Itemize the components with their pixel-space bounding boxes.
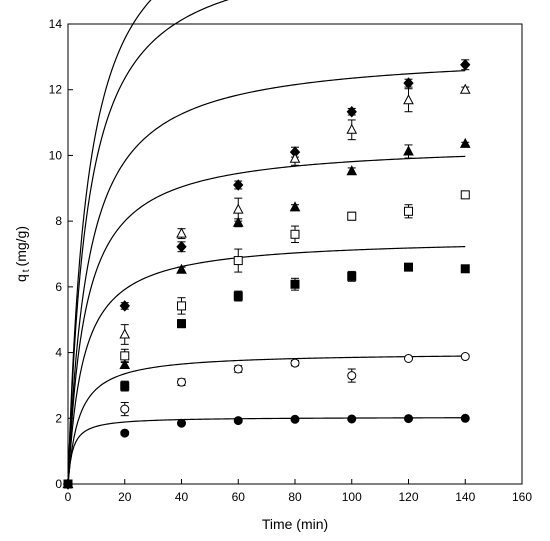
fit-curve-3 [67,70,466,485]
data-point-square-filled [404,262,413,272]
y-tick-label: 6 [55,280,62,294]
data-point-square-open [290,229,300,239]
data-point-square-open [233,256,243,266]
data-point-square-open [404,206,413,216]
data-point-triangle-open [459,83,471,94]
data-point-triangle-open [289,152,301,163]
fit-curves [67,0,466,485]
data-point-circle-open [404,353,413,363]
data-point-square-filled [290,279,300,289]
y-tick-label: 4 [55,346,62,360]
data-point-diamond-filled [119,300,130,312]
data-point-triangle-filled [346,165,358,176]
x-tick-label: 100 [342,490,362,504]
data-point-circle-filled [290,414,300,424]
y-tick-label: 8 [55,214,62,228]
data-point-triangle-filled [176,263,187,274]
fit-curve-7 [67,417,466,485]
y-tick-label: 2 [55,411,62,425]
data-point-triangle-open [346,123,358,134]
fit-curve-2 [67,0,230,485]
y-axis-label: qt (mg/g) [13,226,32,282]
data-point-square-filled [347,271,357,281]
data-point-square-open [177,301,186,311]
x-tick-label: 40 [175,490,189,504]
y-tick-label: 10 [49,148,63,162]
fit-curve-5 [67,246,466,485]
data-point-square-filled [233,291,243,301]
fit-curve-4 [67,155,466,485]
x-tick-label: 160 [512,490,532,504]
data-point-circle-filled [404,414,413,424]
x-tick-label: 80 [288,490,302,504]
data-point-diamond-filled [346,105,357,118]
data-point-circle-filled [177,418,186,428]
fit-curve-6 [67,355,466,485]
data-point-triangle-filled [232,216,244,227]
data-point-triangle-filled [459,137,471,148]
data-point-triangle-open [232,203,244,214]
data-point-square-filled [460,264,470,274]
data-point-circle-open [290,358,300,368]
data-point-triangle-open [176,227,187,238]
data-point-diamond-filled [176,241,187,253]
x-tick-label: 0 [65,490,72,504]
data-point-square-open [120,351,130,361]
data-point-triangle-open [119,328,131,339]
fit-curve-1 [67,0,152,485]
data-point-square-open [460,190,470,200]
data-point-circle-open [120,404,130,414]
x-tick-label: 120 [398,490,418,504]
data-point-diamond-filled [403,77,414,89]
data-point-triangle-filled [119,358,131,370]
data-point-circle-open [233,364,243,374]
y-tick-label: 0 [55,477,62,491]
data-point-circle-filled [347,414,357,424]
data-point-square-filled [177,319,186,329]
y-axis-symbol: q [13,274,29,282]
data-point-circle-open [347,371,357,381]
x-tick-label: 60 [232,490,246,504]
data-point-triangle-filled [403,145,414,156]
data-point-circle-open [177,377,186,387]
y-ticks: 0 2 4 6 8 10 12 14 [49,17,73,491]
data-point-circle-filled [120,428,130,438]
x-tick-label: 140 [455,490,475,504]
data-point-circle-filled [233,416,243,426]
data-points [62,58,471,490]
data-point-square-open [347,211,357,221]
y-tick-label: 14 [49,17,63,31]
data-point-square-filled [120,381,130,391]
x-axis-label: Time (min) [262,516,328,532]
y-tick-label: 12 [49,83,63,97]
x-tick-label: 20 [118,490,132,504]
y-axis-unit: (mg/g) [13,226,29,266]
x-ticks: 0 20 40 60 80 100 120 140 160 [65,479,532,504]
data-point-circle-filled [460,413,470,423]
data-point-circle-open [460,352,470,362]
y-axis-subscript: t [21,269,32,272]
data-point-triangle-filled [289,201,301,212]
data-point-diamond-filled [233,179,244,191]
data-point-diamond-filled [460,58,471,71]
data-point-triangle-open [403,94,414,105]
